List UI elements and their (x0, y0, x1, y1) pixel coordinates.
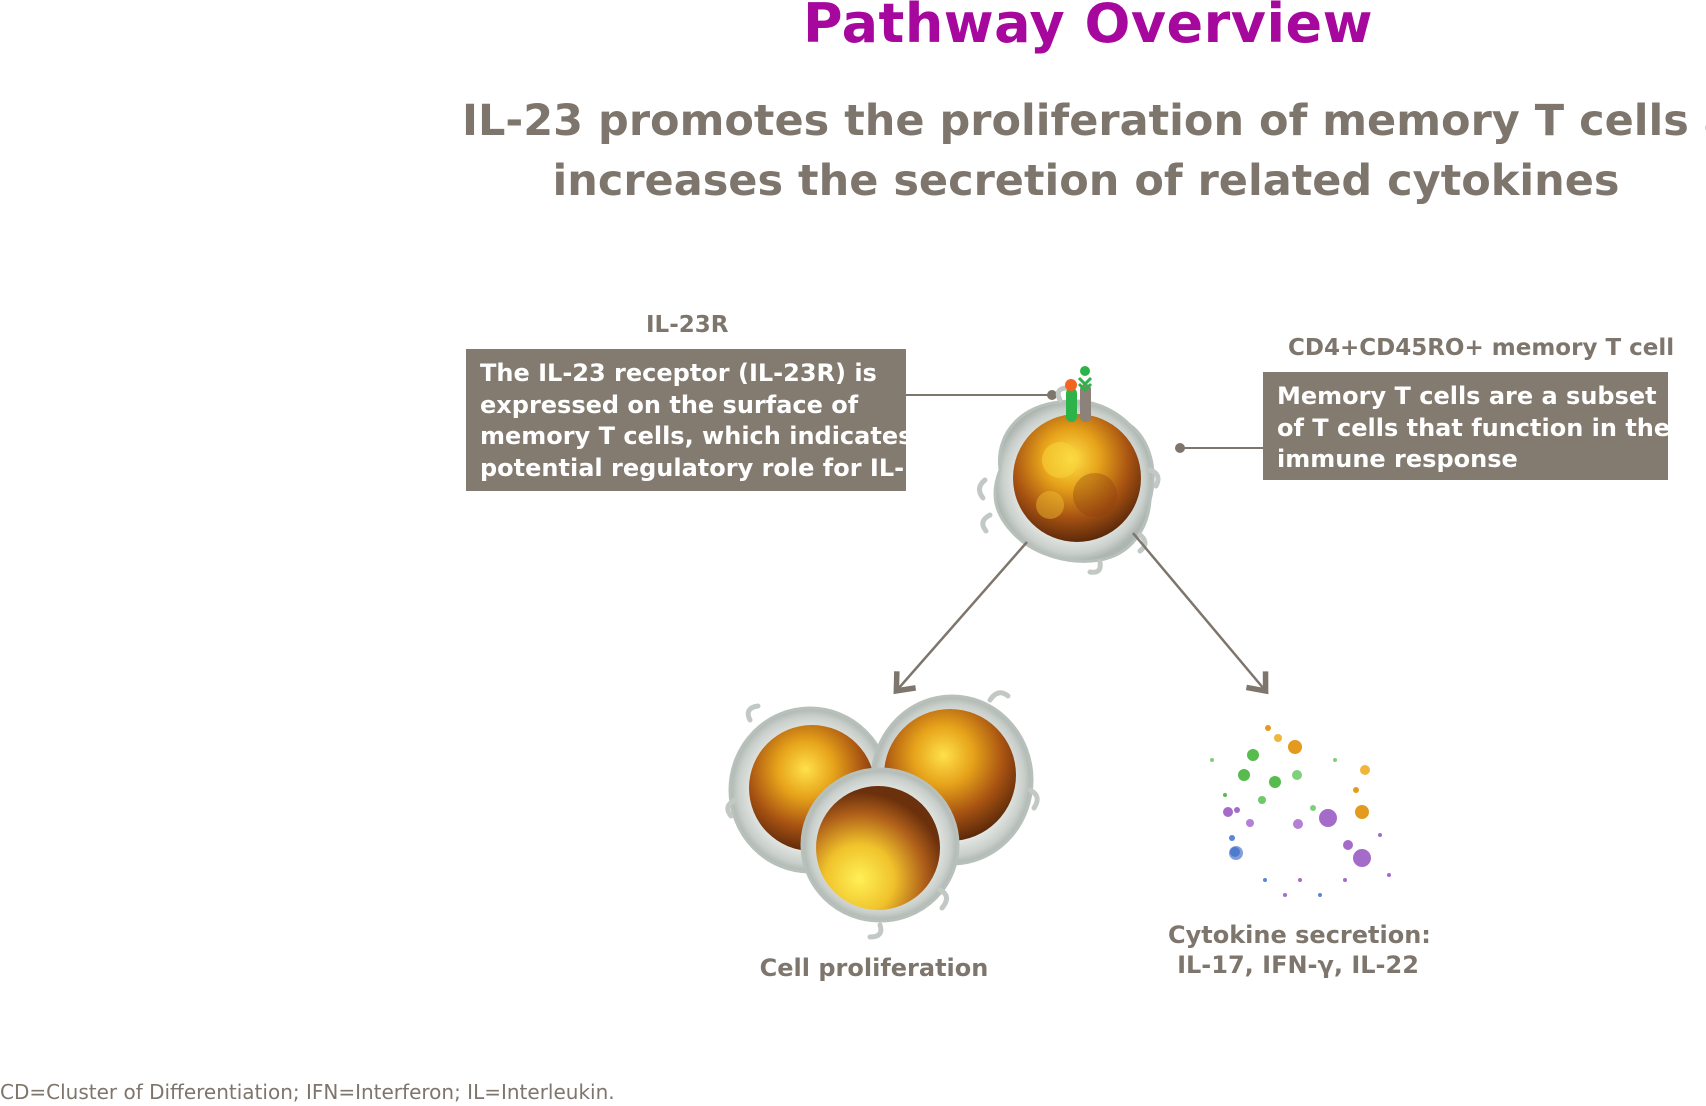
cytokine-particles-illustration (1210, 725, 1391, 897)
receptor-description-box: The IL-23 receptor (IL-23R) is expressed… (466, 349, 938, 491)
proliferating-cells-illustration (725, 690, 1040, 940)
memory-description-line: immune response (1277, 445, 1518, 473)
arrow-to-cytokines (1132, 532, 1269, 695)
subtitle-line-2: increases the secretion of related cytok… (552, 156, 1620, 206)
memory-t-cell-illustration (977, 385, 1161, 575)
memory-t-cell-label: CD4+CD45RO+ memory T cell (1288, 335, 1675, 361)
memory-connector-dot (1175, 443, 1185, 453)
il23r-label: IL-23R (646, 312, 729, 338)
il23r-receptor-icon (1065, 366, 1093, 422)
receptor-description-line: The IL-23 receptor (IL-23R) is (480, 359, 877, 387)
arrow-to-proliferation (893, 541, 1028, 695)
cytokine-caption-line-1: Cytokine secretion: (1168, 921, 1431, 949)
memory-description-line: Memory T cells are a subset (1277, 382, 1657, 410)
subtitle-line-1: IL-23 promotes the proliferation of memo… (462, 96, 1706, 146)
page-title: Pathway Overview (802, 0, 1374, 55)
memory-description-line: of T cells that function in the (1277, 413, 1671, 442)
receptor-description-line: memory T cells, which indicates a (480, 422, 937, 450)
footnote: CD=Cluster of Differentiation; IFN=Inter… (0, 1080, 615, 1104)
proliferation-caption: Cell proliferation (759, 954, 989, 982)
receptor-description-line: expressed on the surface of (480, 390, 859, 419)
receptor-connector-dot (1047, 390, 1057, 400)
cytokine-caption-line-2: IL-17, IFN-γ, IL-22 (1177, 951, 1419, 979)
receptor-description-line: potential regulatory role for IL-23 (480, 453, 938, 482)
memory-cell-description-box: Memory T cells are a subset of T cells t… (1263, 372, 1671, 480)
